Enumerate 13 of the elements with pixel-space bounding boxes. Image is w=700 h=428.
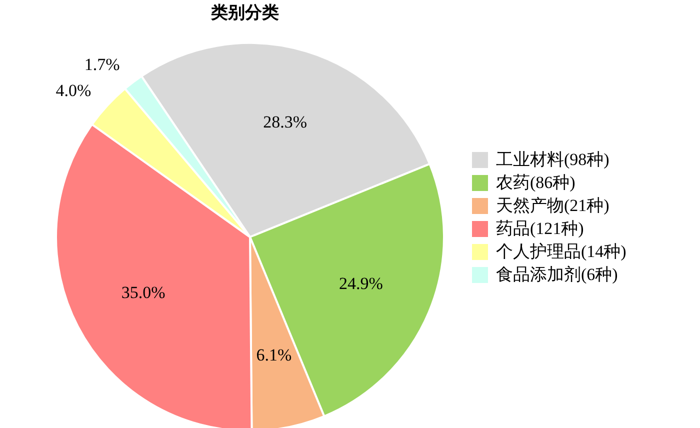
data-label: 24.9% bbox=[339, 274, 383, 293]
data-label: 28.3% bbox=[263, 112, 308, 132]
legend-label: 个人护理品(14种) bbox=[496, 241, 626, 263]
legend-label: 药品(121种) bbox=[496, 218, 584, 240]
legend-label: 天然产物(21种) bbox=[496, 195, 610, 217]
legend-label: 工业材料(98种) bbox=[496, 149, 610, 171]
legend-label: 食品添加剂(6种) bbox=[496, 264, 618, 286]
data-label: 35.0% bbox=[121, 283, 166, 302]
legend-label: 农药(86种) bbox=[496, 172, 576, 194]
data-label: 4.0% bbox=[56, 81, 92, 100]
data-label: 6.1% bbox=[256, 345, 292, 364]
data-label: 1.7% bbox=[84, 55, 120, 74]
chart-title: 类别分类 bbox=[210, 3, 279, 22]
